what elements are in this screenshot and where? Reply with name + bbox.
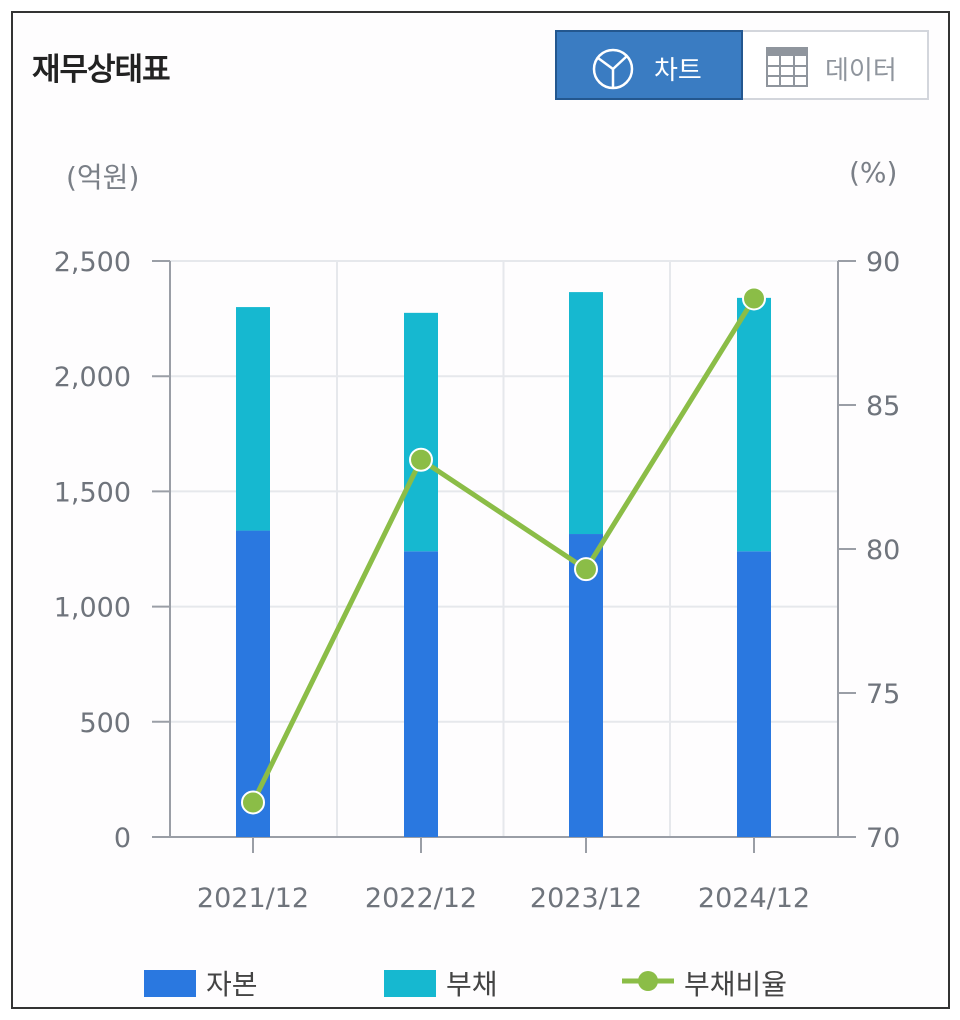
chart-view-button[interactable]: 차트 — [555, 30, 743, 100]
legend-debt-ratio[interactable]: 부채비율 — [622, 963, 787, 1003]
bar-capital — [404, 551, 438, 837]
legend-debt-swatch — [384, 969, 436, 997]
legend-debt-ratio-marker — [622, 967, 674, 999]
right-axis-unit: (%) — [849, 156, 898, 189]
legend-debt-ratio-label: 부채비율 — [684, 968, 788, 1001]
right-axis-tick-label: 70 — [866, 823, 900, 854]
right-axis-tick-label: 80 — [866, 535, 900, 566]
pie-chart-icon — [591, 47, 635, 95]
debt-ratio-point — [574, 557, 598, 582]
right-axis-tick-label: 85 — [866, 391, 900, 422]
left-axis-tick-label: 2,000 — [54, 362, 131, 393]
bar-debt — [236, 307, 270, 531]
legend-debt[interactable]: 부채 — [384, 963, 498, 1003]
x-axis-tick-label: 2023/12 — [530, 883, 642, 914]
left-axis-tick-label: 2,500 — [54, 247, 131, 278]
legend-debt-label: 부채 — [446, 968, 498, 1001]
data-view-label: 데이터 — [825, 56, 897, 86]
debt-ratio-point — [241, 790, 265, 815]
legend-capital-label: 자본 — [206, 968, 258, 1001]
page-title: 재무상태표 — [32, 52, 171, 88]
bar-capital — [569, 534, 603, 837]
left-axis-unit: (억원) — [66, 161, 140, 194]
legend-capital-swatch — [144, 969, 196, 997]
left-axis-tick-label: 1,500 — [54, 477, 131, 508]
debt-ratio-point — [409, 447, 433, 472]
bar-capital — [236, 530, 270, 837]
left-axis-tick-label: 500 — [79, 708, 131, 739]
chart-panel — [11, 11, 950, 1009]
debt-ratio-point — [742, 286, 766, 311]
bar-debt — [737, 297, 771, 552]
table-grid-icon — [766, 47, 808, 91]
debt-ratio-line — [250, 297, 757, 804]
x-axis-tick-label: 2024/12 — [698, 883, 810, 914]
left-axis-tick-label: 1,000 — [54, 593, 131, 624]
x-axis-tick-label: 2021/12 — [197, 883, 309, 914]
right-axis-tick-label: 75 — [866, 679, 900, 710]
bar-debt — [569, 292, 603, 535]
chart-view-label: 차트 — [654, 56, 702, 86]
data-view-button[interactable]: 데이터 — [743, 30, 929, 100]
right-axis-tick-label: 90 — [866, 247, 900, 278]
left-axis-tick-label: 0 — [114, 823, 131, 854]
bar-debt — [404, 312, 438, 552]
bar-capital — [737, 551, 771, 837]
legend-capital[interactable]: 자본 — [144, 963, 258, 1003]
x-axis-tick-label: 2022/12 — [365, 883, 477, 914]
